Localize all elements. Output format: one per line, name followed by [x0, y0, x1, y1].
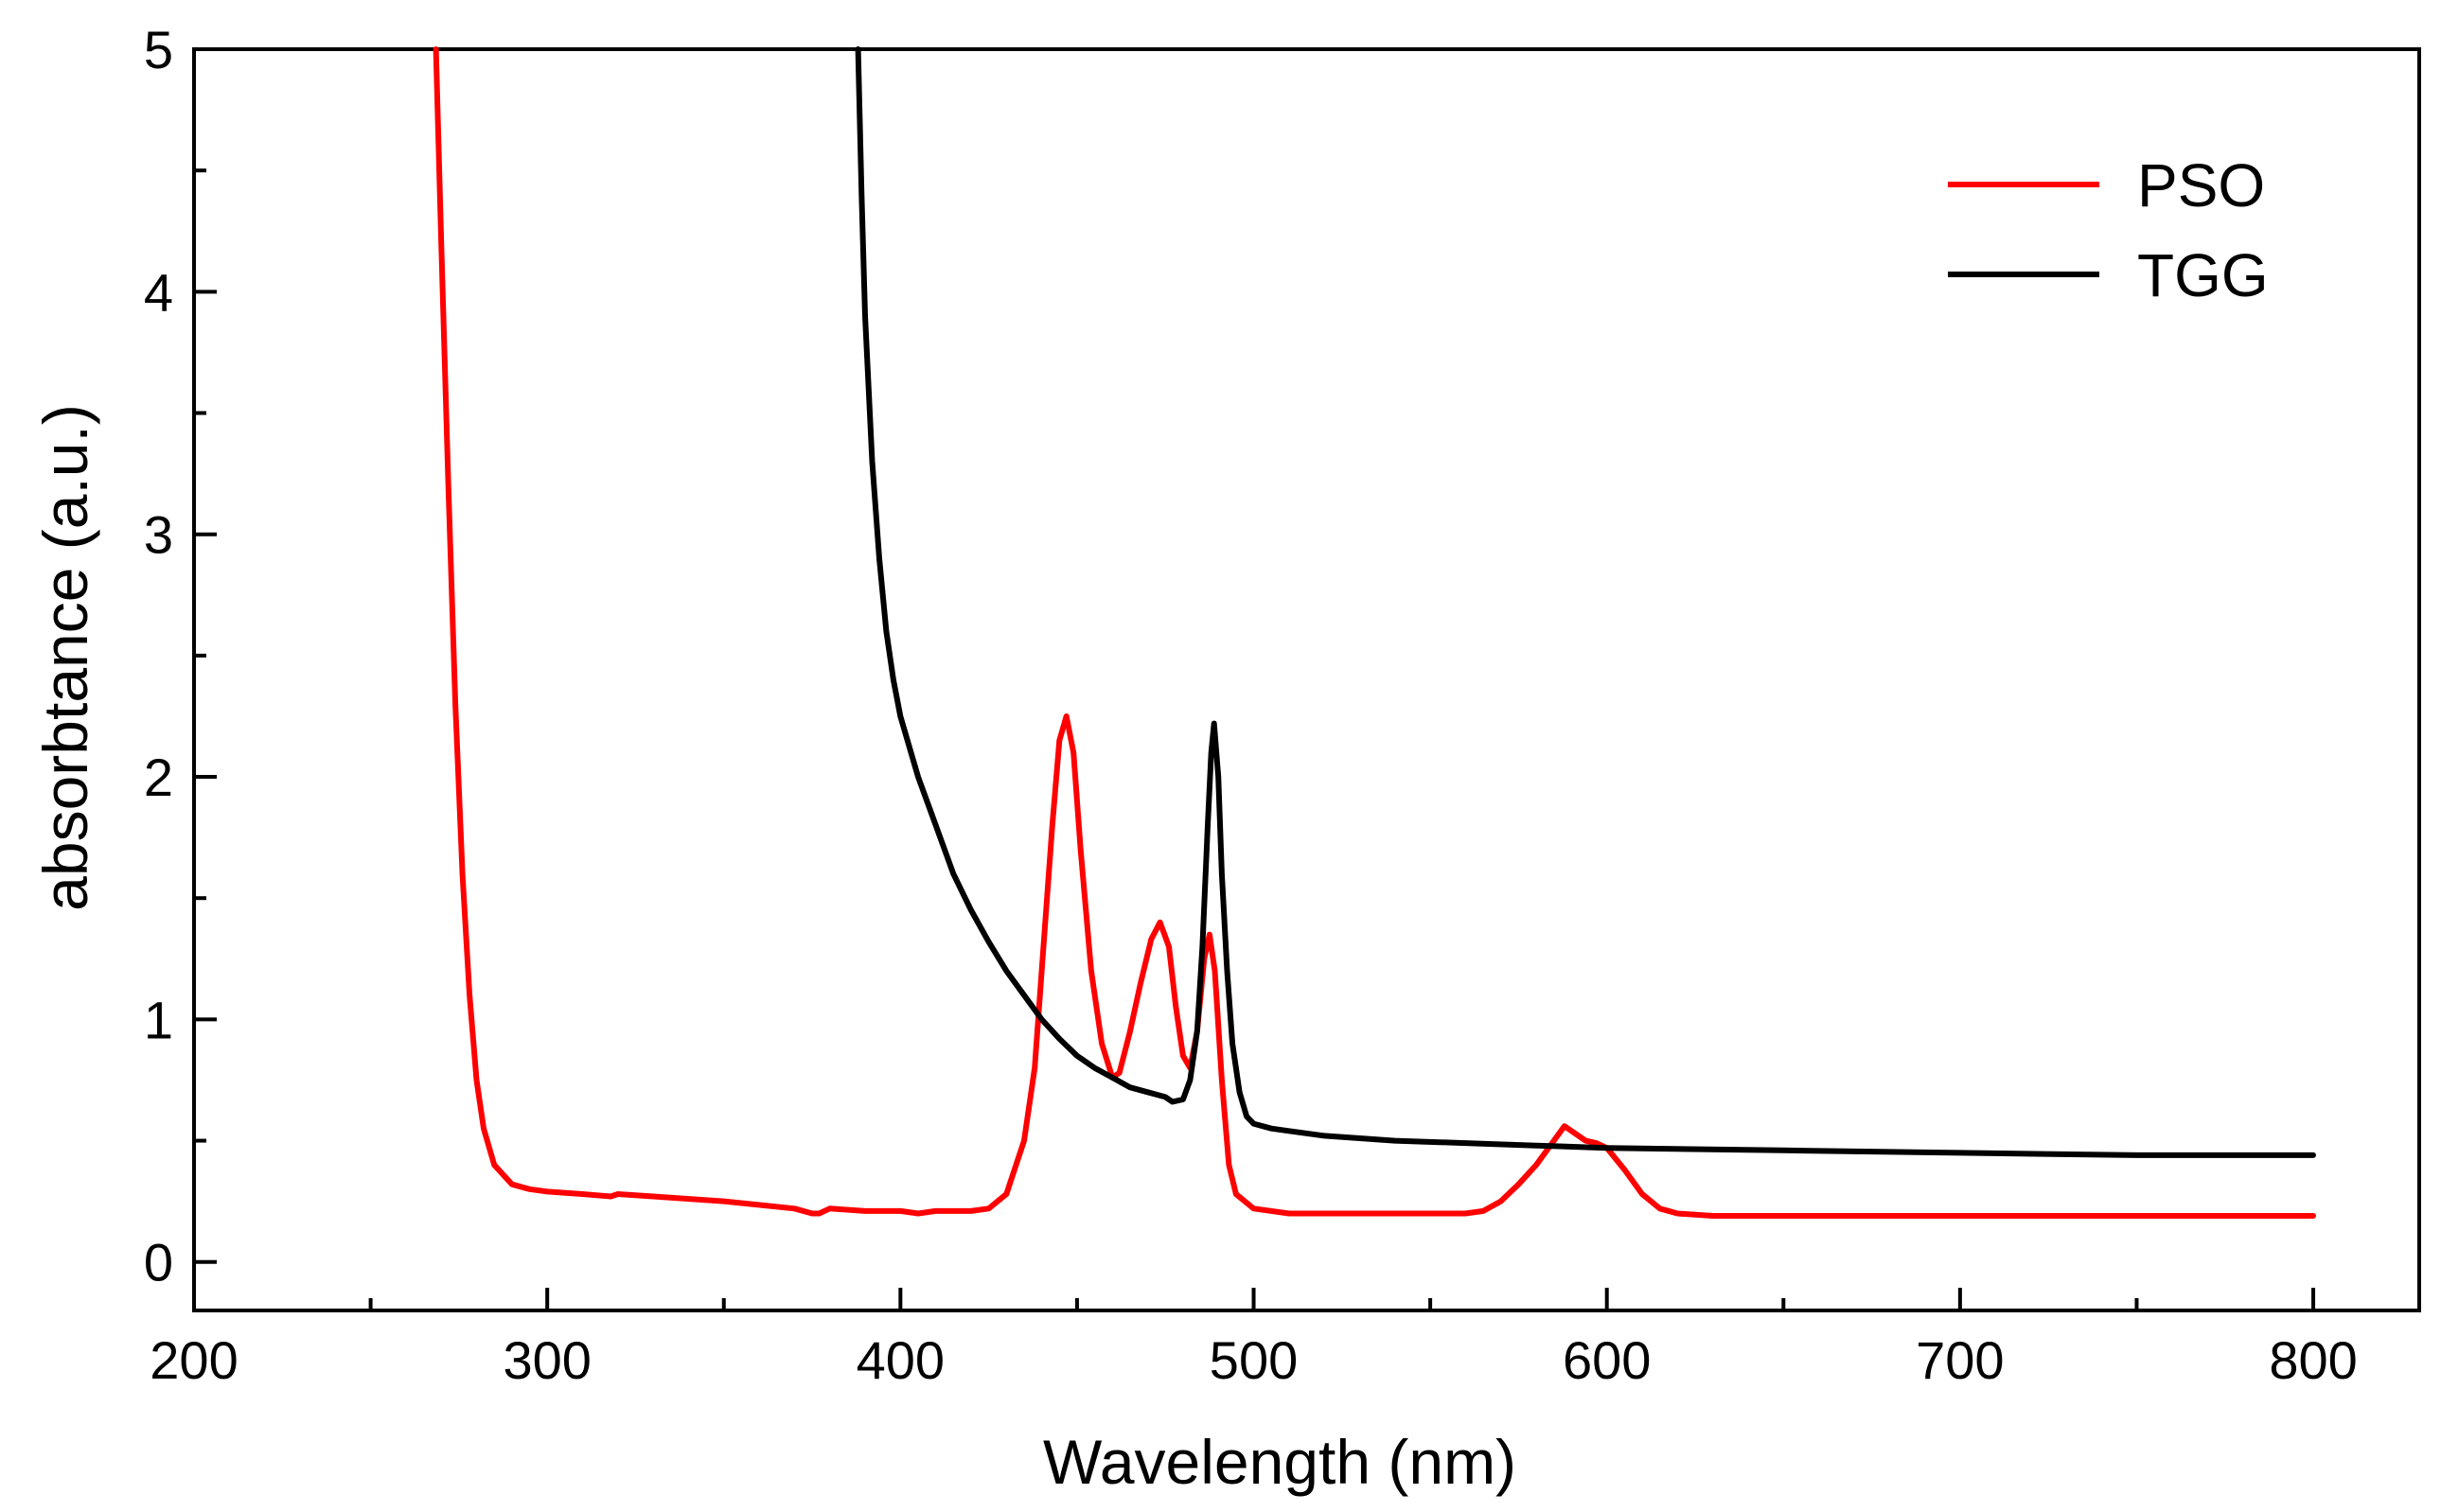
- legend-label-tgg: TGG: [2137, 241, 2269, 309]
- y-tick-label: 2: [144, 747, 173, 807]
- series-line-tgg: [855, 46, 2316, 1158]
- x-tick-label: 700: [1916, 1330, 2004, 1390]
- x-tick-label: 800: [2269, 1330, 2357, 1390]
- legend: PSO TGG: [1948, 151, 2269, 309]
- y-tick-label: 3: [144, 505, 173, 565]
- y-tick-label: 4: [144, 262, 173, 322]
- x-tick-label: 500: [1210, 1330, 1298, 1390]
- series-layer: [433, 46, 2316, 1219]
- plot-area-frame: [192, 47, 2421, 1312]
- x-tick-label: 300: [503, 1330, 591, 1390]
- x-axis-ticks: 200 300 400 500 600 700 800: [150, 1288, 2358, 1390]
- legend-label-pso: PSO: [2137, 151, 2265, 220]
- x-tick-label: 200: [150, 1330, 238, 1390]
- x-axis-title: Wavelength (nm): [1043, 1427, 1516, 1497]
- y-axis-title: absorbtance (a.u.): [30, 404, 100, 911]
- y-tick-label: 1: [144, 990, 173, 1049]
- x-tick-label: 600: [1563, 1330, 1651, 1390]
- x-tick-label: 400: [857, 1330, 945, 1390]
- y-tick-label: 5: [144, 20, 173, 79]
- y-tick-label: 0: [144, 1233, 173, 1292]
- y-axis-ticks: 0 1 2 3 4 5: [144, 20, 217, 1292]
- series-line-pso: [433, 46, 2316, 1219]
